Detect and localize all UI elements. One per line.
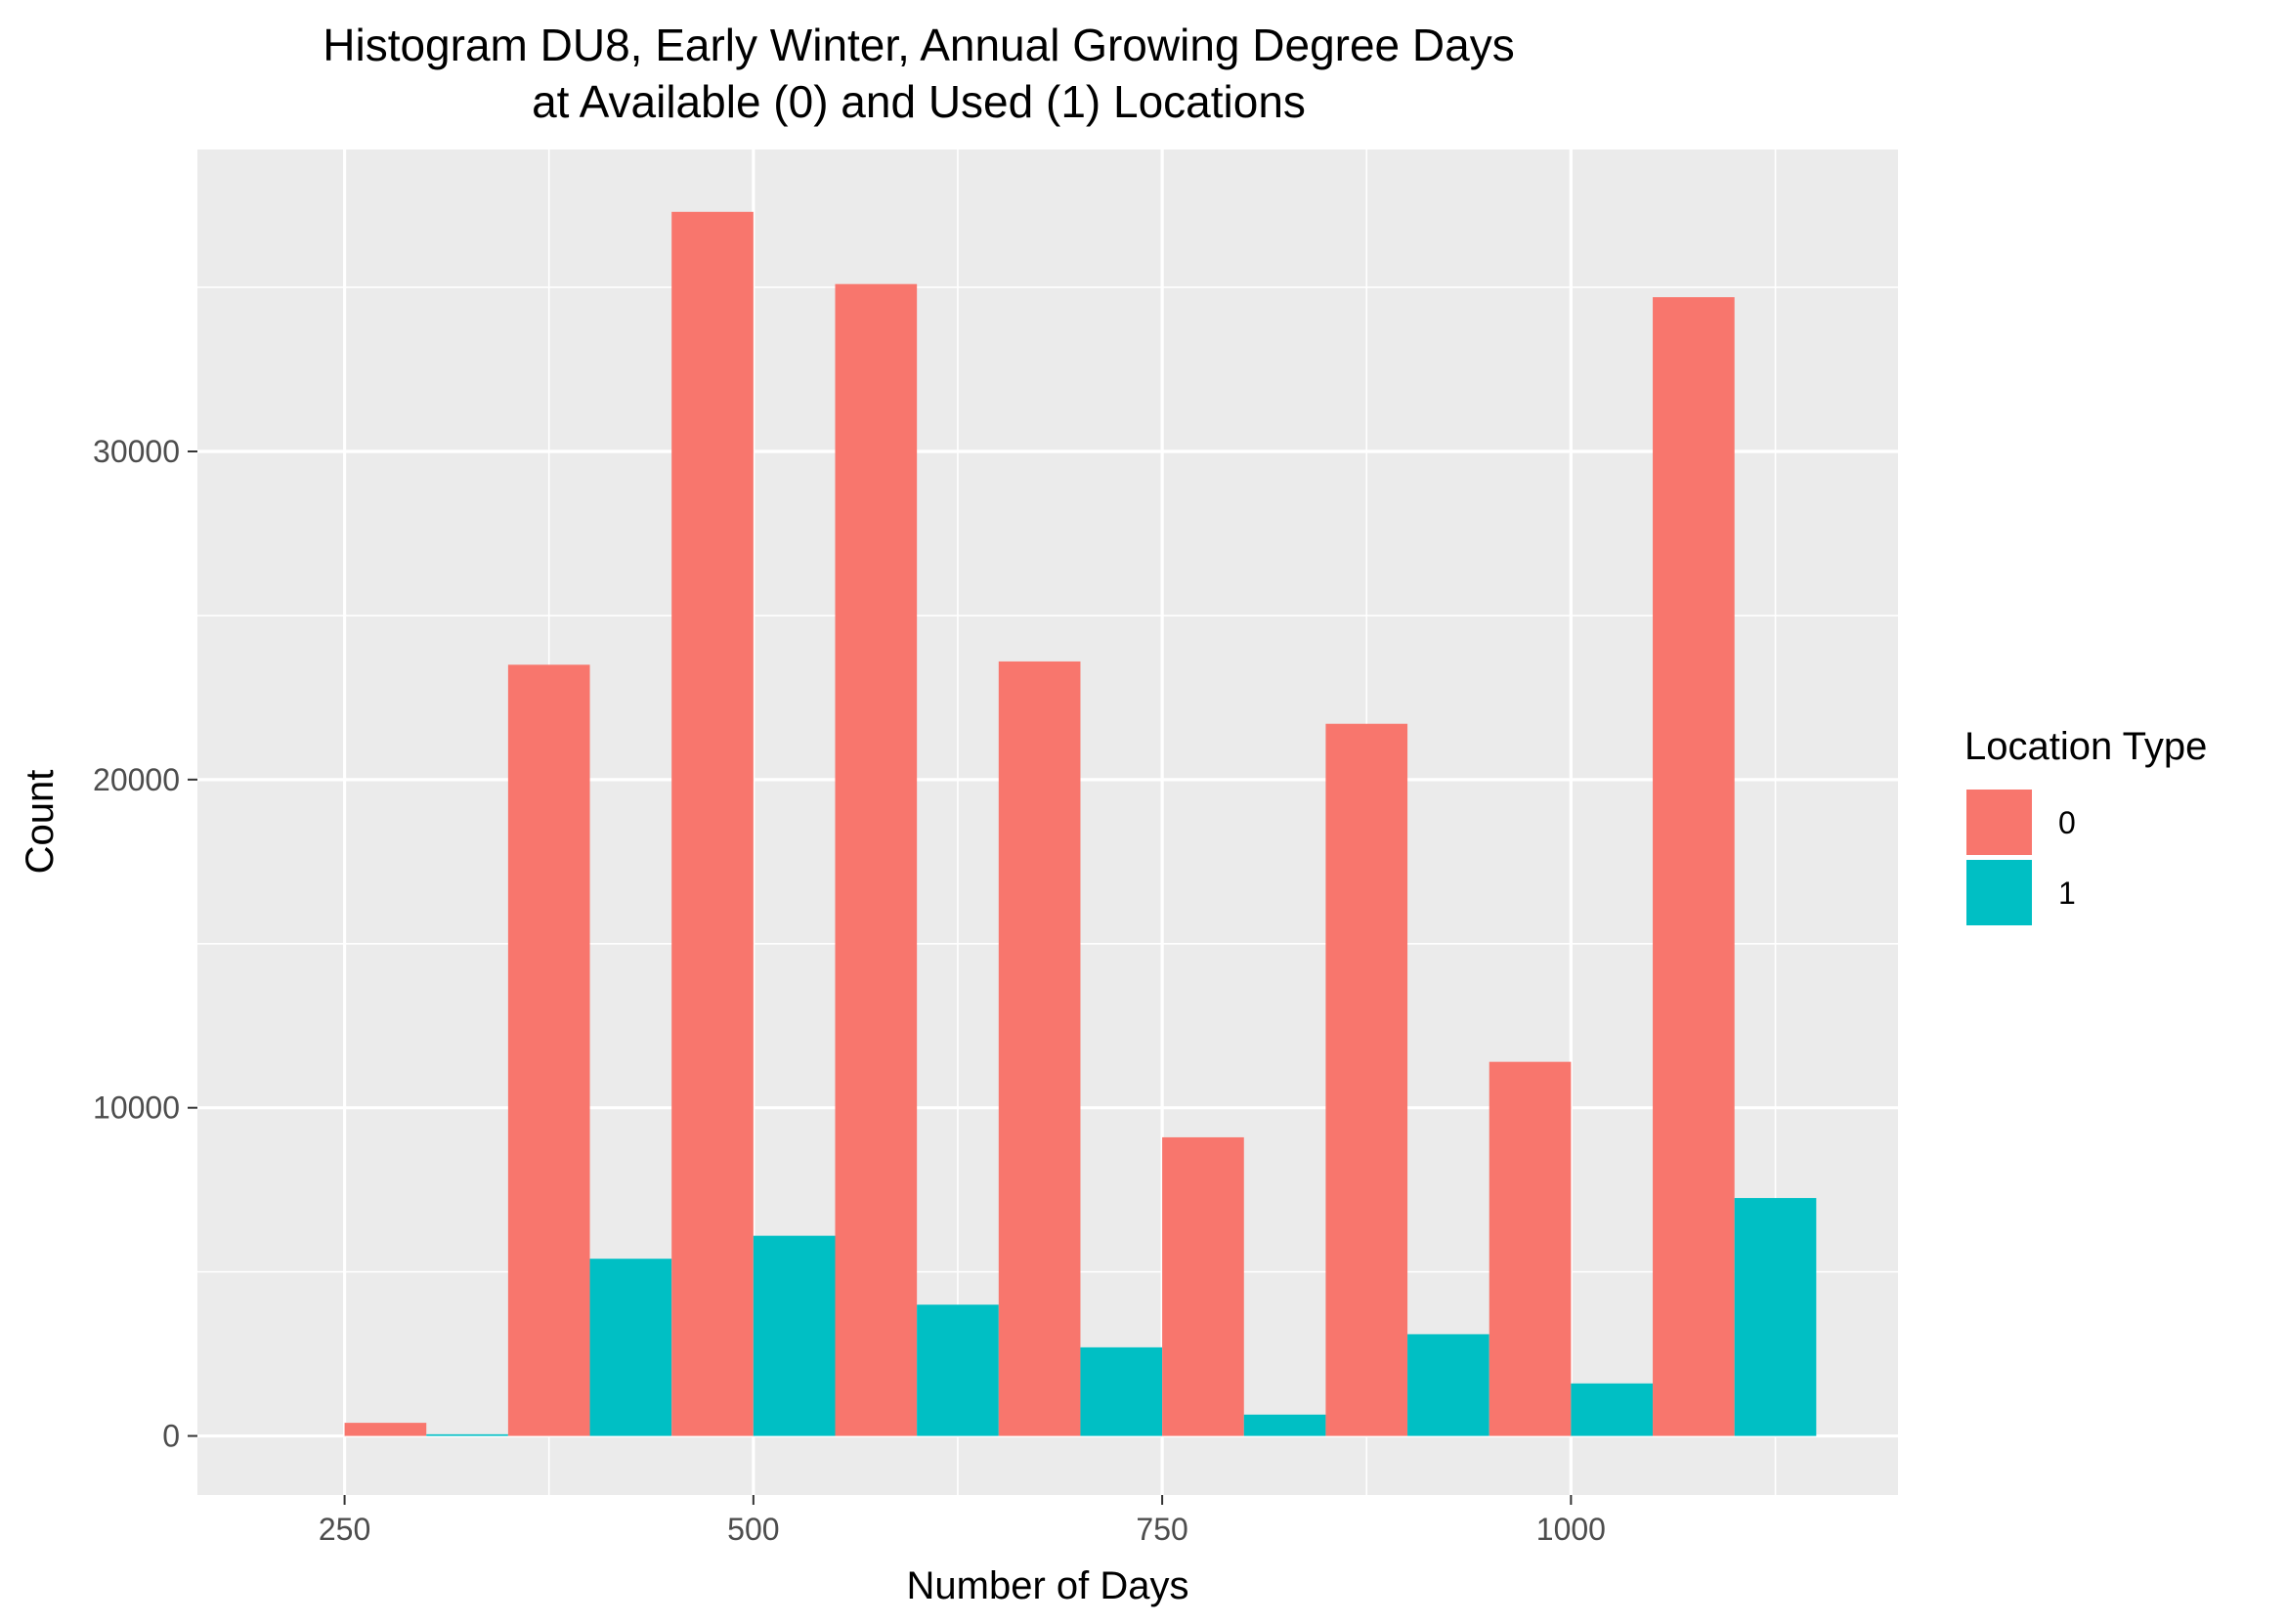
bar-series-0-bin-6 bbox=[1325, 723, 1408, 1436]
x-tick-label: 500 bbox=[727, 1512, 779, 1547]
bar-series-1-bin-5 bbox=[1243, 1414, 1326, 1436]
bar-series-1-bin-7 bbox=[1571, 1383, 1654, 1436]
legend-label-0: 0 bbox=[2058, 805, 2076, 840]
y-axis: 0 10000 20000 30000 bbox=[93, 434, 197, 1454]
bar-series-0-bin-2 bbox=[671, 211, 754, 1436]
y-tick-label: 30000 bbox=[93, 434, 180, 469]
bar-series-1-bin-0 bbox=[426, 1433, 508, 1436]
bar-series-0-bin-3 bbox=[835, 283, 918, 1436]
bar-series-1-bin-1 bbox=[589, 1259, 672, 1436]
chart-title-line1: Histogram DU8, Early Winter, Annual Grow… bbox=[323, 20, 1514, 70]
bar-series-1-bin-6 bbox=[1407, 1334, 1489, 1436]
bar-series-1-bin-3 bbox=[917, 1304, 999, 1436]
bar-series-0-bin-0 bbox=[344, 1423, 427, 1436]
x-tick-label: 1000 bbox=[1536, 1512, 1606, 1547]
bar-series-0-bin-1 bbox=[507, 664, 590, 1436]
legend-label-1: 1 bbox=[2058, 876, 2076, 911]
y-tick-label: 0 bbox=[162, 1419, 180, 1454]
x-axis: 250 500 750 1000 bbox=[319, 1495, 1606, 1547]
chart-title-line2: at Available (0) and Used (1) Locations bbox=[532, 76, 1306, 127]
legend-title: Location Type bbox=[1964, 725, 2207, 768]
bar-series-0-bin-7 bbox=[1489, 1061, 1572, 1436]
y-tick-label: 10000 bbox=[93, 1090, 180, 1126]
x-axis-title: Number of Days bbox=[907, 1564, 1189, 1607]
y-axis-title: Count bbox=[19, 770, 62, 875]
bar-series-0-bin-8 bbox=[1653, 297, 1735, 1436]
x-tick-label: 750 bbox=[1136, 1512, 1187, 1547]
y-tick-label: 20000 bbox=[93, 762, 180, 797]
bar-series-1-bin-2 bbox=[753, 1235, 836, 1436]
bars bbox=[344, 211, 1817, 1436]
legend-key-1 bbox=[1966, 860, 2032, 925]
bar-series-0-bin-5 bbox=[1162, 1136, 1244, 1436]
bar-series-0-bin-4 bbox=[998, 661, 1081, 1436]
bar-series-1-bin-4 bbox=[1080, 1346, 1163, 1436]
legend-key-0 bbox=[1966, 790, 2032, 855]
x-tick-label: 250 bbox=[319, 1512, 370, 1547]
legend: Location Type 0 1 bbox=[1964, 725, 2207, 925]
bar-series-1-bin-8 bbox=[1734, 1198, 1817, 1436]
